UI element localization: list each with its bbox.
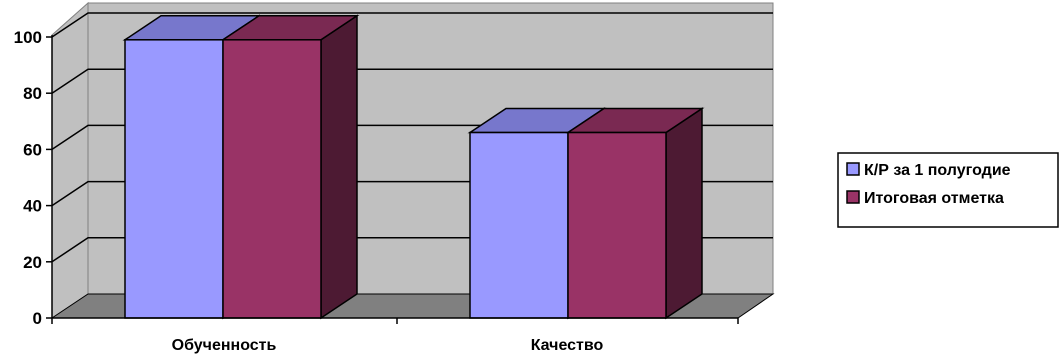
side-wall [51, 1, 89, 319]
y-tick-label: 0 [33, 309, 42, 328]
bar-front [567, 131, 667, 319]
bar-side [320, 14, 358, 320]
legend-label: К/Р за 1 полугодие [864, 162, 1011, 179]
bar [220, 14, 360, 320]
bar-side [665, 107, 703, 320]
y-tick-label: 60 [23, 140, 42, 159]
y-tick-label: 80 [23, 84, 42, 103]
x-tick-label: Обученность [172, 337, 277, 354]
legend-swatch [846, 190, 860, 204]
bar-front [124, 39, 224, 319]
bar-front [222, 39, 322, 319]
y-tick-label: 40 [23, 197, 42, 216]
x-axis-tick-labels: Обученность Качество [172, 337, 604, 354]
legend-box [837, 152, 1059, 228]
x-tick-label: Качество [531, 337, 604, 354]
gridline [51, 12, 773, 38]
legend: К/Р за 1 полугодие Итоговая отметка [837, 152, 1059, 228]
chart-bars [122, 14, 705, 320]
y-tick-label: 100 [14, 28, 42, 47]
legend-swatch [846, 162, 860, 176]
y-axis-tick-labels: 0 20 40 60 80 100 [14, 28, 42, 328]
gridline [51, 68, 773, 94]
chart-axes [46, 35, 739, 324]
bar-front [469, 131, 569, 319]
legend-label: Итоговая отметка [864, 190, 1004, 207]
bar [565, 107, 705, 320]
y-tick-label: 20 [23, 253, 42, 272]
